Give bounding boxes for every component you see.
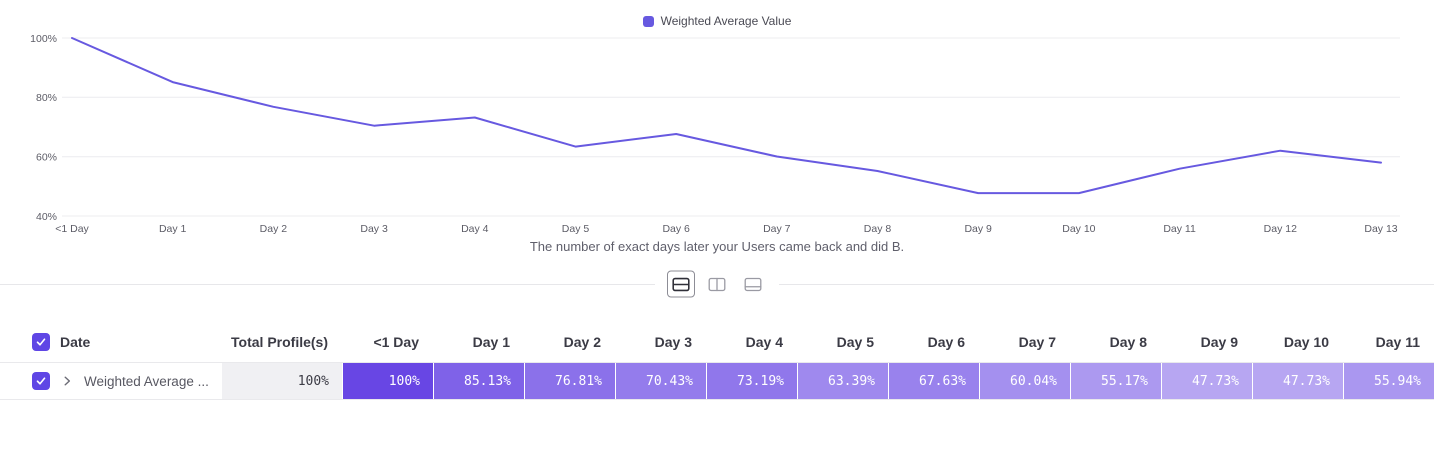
svg-text:Day 8: Day 8 [864,223,892,235]
column-header[interactable]: Day 7 [1018,334,1056,350]
svg-text:Day 1: Day 1 [159,223,187,235]
split-horizontal-icon [672,277,690,291]
column-header[interactable]: Day 6 [927,334,965,350]
select-all-checkbox[interactable] [32,333,50,351]
svg-text:80%: 80% [36,92,57,104]
svg-text:Day 9: Day 9 [964,223,992,235]
retention-cell[interactable]: 70.43% [615,363,706,399]
svg-text:Day 2: Day 2 [260,223,288,235]
svg-text:Day 3: Day 3 [360,223,388,235]
split-vertical-icon [708,277,726,291]
svg-text:Day 11: Day 11 [1163,223,1196,235]
svg-text:Day 6: Day 6 [662,223,690,235]
column-header[interactable]: Day 9 [1200,334,1238,350]
chart-caption: The number of exact days later your User… [529,239,905,254]
retention-cell[interactable]: 60.04% [979,363,1070,399]
retention-cell[interactable]: 63.39% [797,363,888,399]
column-header[interactable]: Day 4 [745,334,783,350]
svg-text:<1 Day: <1 Day [55,223,89,235]
column-header[interactable]: Day 1 [472,334,510,350]
svg-text:60%: 60% [36,152,57,164]
column-header[interactable]: Day 3 [654,334,692,350]
chart-legend: Weighted Average Value [0,14,1434,28]
bottom-panel-view-button[interactable] [739,270,767,298]
column-header[interactable]: <1 Day [373,334,419,350]
retention-line-chart: 100% 80% 60% 40%<1 Day Day 1 Day 2 Day 3 Day 4 D… [30,33,1400,235]
column-header[interactable]: Day 2 [563,334,601,350]
column-header[interactable]: Day 11 [1375,334,1420,350]
column-header-date[interactable]: Date [60,334,91,350]
date-header-cell: Date [0,322,222,362]
split-vertical-view-button[interactable] [703,270,731,298]
column-header[interactable]: Day 10 [1283,334,1329,350]
retention-cell[interactable]: 73.19% [706,363,797,399]
svg-text:Day 7: Day 7 [763,223,791,235]
retention-cell[interactable]: 47.73% [1252,363,1343,399]
svg-text:Day 4: Day 4 [461,223,489,235]
retention-cell[interactable]: 47.73% [1161,363,1252,399]
legend-label: Weighted Average Value [660,14,792,28]
column-header[interactable]: Total Profile(s) [231,334,328,350]
retention-cell[interactable]: 85.13% [433,363,524,399]
bottom-panel-icon [744,277,762,291]
svg-text:100%: 100% [30,33,57,45]
retention-table: Date Total Profile(s) <1 Day Day 1 Day 2 Day… [0,322,1434,400]
legend-swatch-icon [642,15,654,27]
retention-cell[interactable]: 76.81% [524,363,615,399]
retention-cell[interactable]: 67.63% [888,363,979,399]
retention-cell[interactable]: 55.17% [1070,363,1161,399]
total-profiles-cell: 100% [222,363,342,399]
check-icon [36,338,46,346]
table-header-row: Date Total Profile(s) <1 Day Day 1 Day 2 Day… [0,322,1434,362]
row-label-cell: Weighted Average ... [0,363,222,399]
svg-text:Day 10: Day 10 [1062,223,1095,235]
section-divider [0,262,1434,306]
retention-chart-section: Weighted Average Value 100% 80% 60% 40% <1 D… [0,14,1434,254]
svg-text:40%: 40% [36,211,57,223]
check-icon [36,377,46,385]
expand-chevron-icon[interactable] [60,374,74,388]
column-header[interactable]: Day 5 [836,334,874,350]
column-header[interactable]: Day 8 [1109,334,1147,350]
retention-cell[interactable]: 100% [342,363,433,399]
row-label: Weighted Average ... [84,373,209,389]
svg-text:Day 13: Day 13 [1364,223,1397,235]
row-checkbox[interactable] [32,372,50,390]
svg-text:Day 12: Day 12 [1264,223,1297,235]
svg-text:Day 5: Day 5 [562,223,590,235]
retention-cell[interactable]: 55.94% [1343,363,1434,399]
view-toggle-group [655,270,779,298]
table-row: Weighted Average ... 100% 100% 85.13% 76.81… [0,362,1434,400]
split-horizontal-view-button[interactable] [667,270,695,298]
